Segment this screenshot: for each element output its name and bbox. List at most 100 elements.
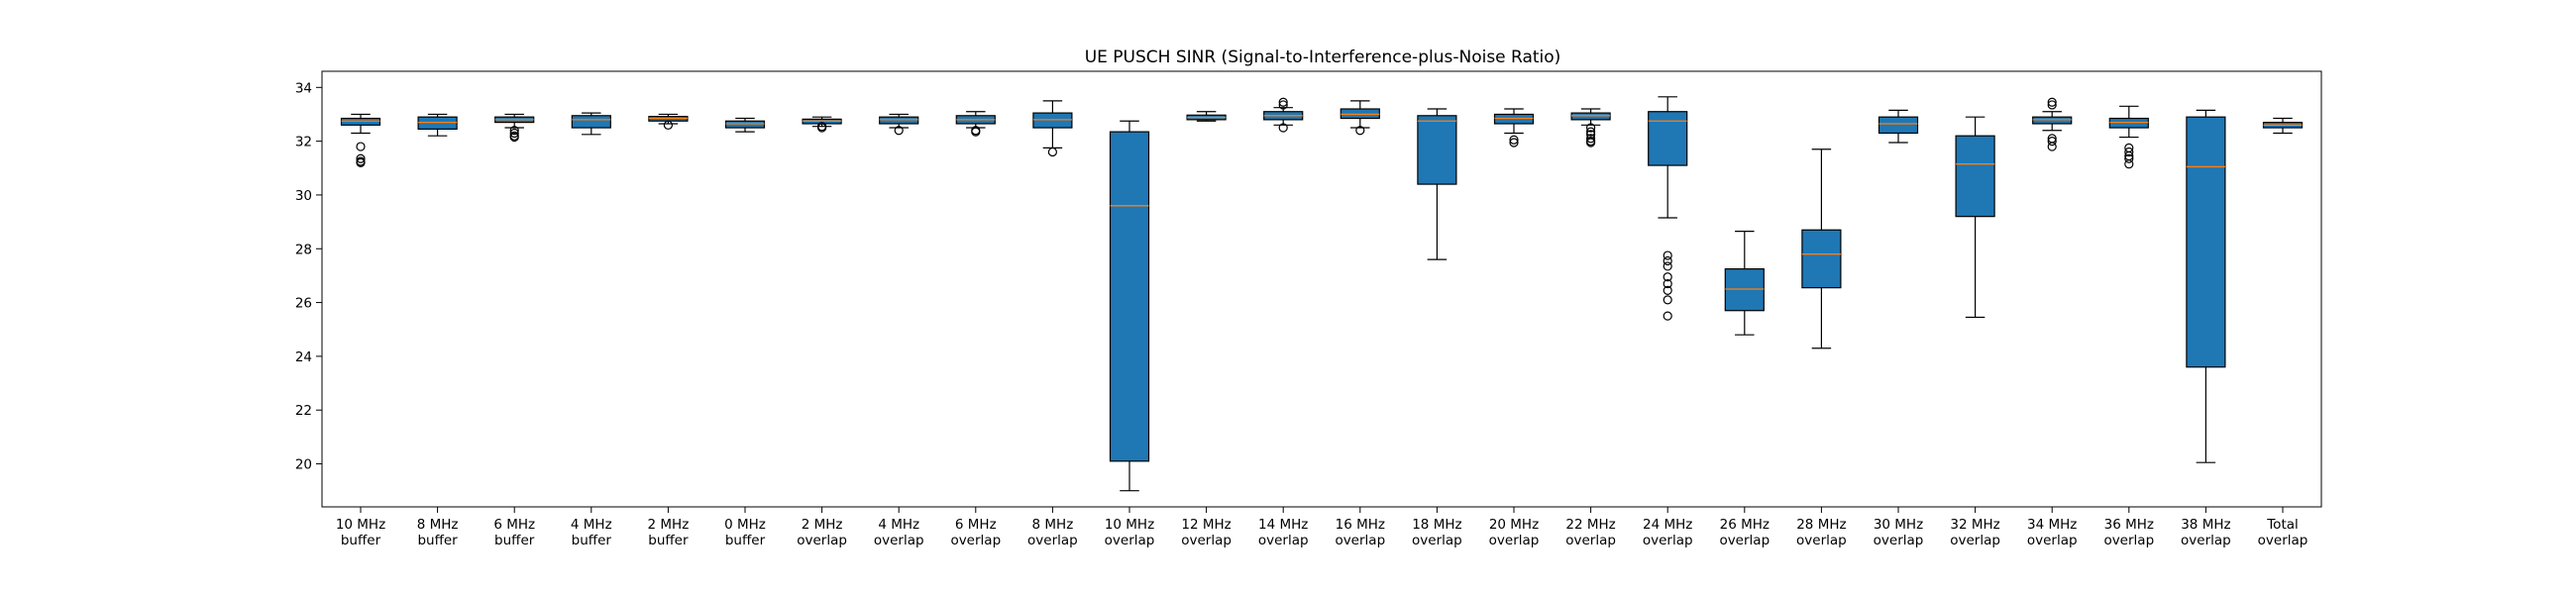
box-group: [2262, 117, 2304, 135]
y-tick-label: 28: [295, 242, 312, 257]
plot-area-frame: [321, 70, 2322, 508]
box: [879, 116, 919, 125]
x-tick-label-line: overlap: [1719, 533, 1770, 548]
x-tick-label-line: 6 MHz: [955, 517, 997, 533]
outlier-point: [509, 132, 519, 143]
x-tick-label-line: overlap: [874, 533, 924, 548]
box: [417, 116, 458, 130]
x-tick-label-line: overlap: [797, 533, 847, 548]
x-tick-label-line: overlap: [1258, 533, 1309, 548]
box: [2108, 117, 2149, 129]
x-tick-label: 2 MHz overlap: [797, 517, 847, 548]
x-tick-label-line: 18 MHz: [1412, 517, 1461, 533]
x-tick-label: 8 MHz buffer: [417, 517, 459, 548]
x-tick-label-line: overlap: [1412, 533, 1462, 548]
x-tick-label: 20 MHz overlap: [1489, 517, 1540, 548]
box-group: [724, 117, 766, 133]
outlier-point: [2047, 137, 2057, 147]
x-tick-label-line: overlap: [1643, 533, 1693, 548]
outlier-point: [1663, 285, 1672, 295]
x-tick-label-line: buffer: [341, 533, 381, 548]
x-tick-label: 6 MHz overlap: [950, 517, 1001, 548]
chart-title: UE PUSCH SINR (Signal-to-Interference-pl…: [1085, 48, 1561, 67]
y-axis: 20 22 24 26 28 30 32 34: [295, 80, 322, 473]
outlier-point: [2124, 159, 2134, 169]
outlier-point: [816, 122, 827, 132]
box: [1417, 115, 1457, 185]
box-group: [1801, 148, 1842, 349]
outlier-point: [1278, 123, 1288, 133]
box-group: [1955, 116, 1995, 319]
outlier-point: [894, 126, 904, 136]
outlier-point: [2047, 142, 2057, 151]
x-tick-label-line: overlap: [1181, 533, 1232, 548]
x-tick-label-line: 30 MHz: [1874, 517, 1923, 533]
x-tick-label-line: 6 MHz: [493, 517, 535, 533]
x-tick-label-line: overlap: [1335, 533, 1385, 548]
box-group: [494, 113, 535, 143]
x-tick-label-line: overlap: [2181, 533, 2231, 548]
x-tick-label-line: 2 MHz: [648, 517, 690, 533]
box-group: [802, 116, 842, 133]
box-group: [1263, 97, 1304, 133]
x-tick-label: 24 MHz overlap: [1643, 517, 1693, 548]
x-tick-label-line: 22 MHz: [1565, 517, 1615, 533]
x-tick-label-line: 24 MHz: [1643, 517, 1692, 533]
y-tick-label: 34: [295, 80, 312, 96]
box: [1493, 113, 1535, 125]
outlier-point: [663, 120, 674, 130]
box-group: [648, 113, 689, 130]
x-tick-label-line: 14 MHz: [1258, 517, 1308, 533]
outlier-point: [1663, 278, 1672, 289]
box: [1724, 268, 1765, 312]
box-group: [1878, 109, 1919, 144]
outlier-point: [1355, 126, 1365, 136]
outlier-point: [1509, 138, 1519, 148]
x-tick-label: 0 MHz buffer: [724, 517, 766, 548]
outlier-point: [356, 153, 366, 163]
box-group: [1186, 111, 1227, 122]
y-tick-label: 32: [295, 135, 312, 150]
x-tick-label: 30 MHz overlap: [1874, 517, 1924, 548]
box-group: [2186, 109, 2226, 463]
x-tick-label-line: 38 MHz: [2181, 517, 2230, 533]
x-tick-label-line: 26 MHz: [1720, 517, 1770, 533]
box: [1032, 112, 1073, 129]
box: [1570, 112, 1611, 121]
x-tick-label-line: 4 MHz: [571, 517, 612, 533]
x-tick-label-line: buffer: [494, 533, 535, 548]
box: [1109, 131, 1150, 462]
x-tick-label-line: 4 MHz: [878, 517, 919, 533]
box-group: [2032, 97, 2073, 151]
x-tick-label-line: buffer: [725, 533, 766, 548]
x-tick-label-line: overlap: [1489, 533, 1540, 548]
box-group: [571, 112, 611, 136]
x-tick-label-line: overlap: [1950, 533, 2000, 548]
box-group: [1724, 231, 1765, 336]
outlier-point: [1509, 135, 1519, 145]
outlier-point: [2124, 147, 2134, 157]
outlier-point: [356, 157, 366, 167]
outlier-point: [1663, 311, 1672, 321]
outlier-point: [1663, 255, 1672, 266]
outlier-point: [1663, 250, 1672, 260]
x-tick-label: 36 MHz overlap: [2103, 517, 2154, 548]
box-group: [1417, 108, 1457, 260]
x-tick-label-line: buffer: [572, 533, 612, 548]
x-tick-label-line: overlap: [1796, 533, 1847, 548]
x-tick-label: 12 MHz overlap: [1181, 517, 1232, 548]
x-tick-label-line: 8 MHz: [1032, 517, 1074, 533]
x-tick-label-line: 34 MHz: [2027, 517, 2077, 533]
box-group: [1032, 100, 1073, 157]
outlier-point: [1663, 295, 1672, 305]
x-tick-label: 28 MHz overlap: [1796, 517, 1847, 548]
outlier-point: [2047, 97, 2057, 107]
box: [1878, 116, 1919, 135]
box: [2032, 116, 2073, 125]
y-tick-label: 26: [295, 296, 312, 312]
x-tick-label-line: overlap: [950, 533, 1001, 548]
box-group: [1109, 120, 1150, 492]
outlier-point: [509, 128, 519, 139]
